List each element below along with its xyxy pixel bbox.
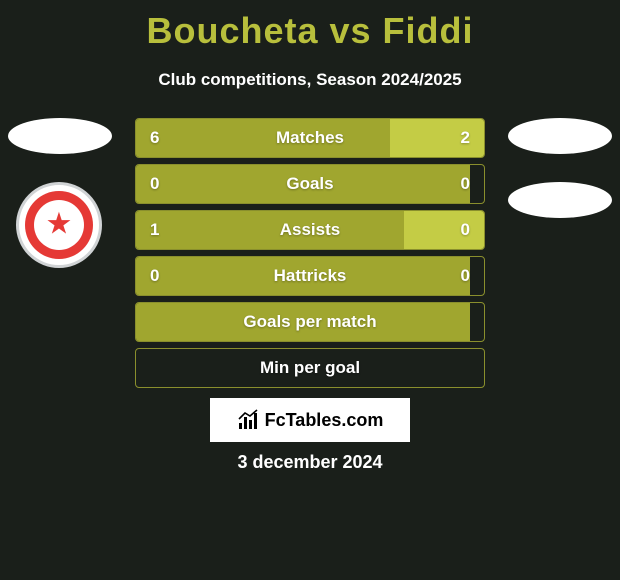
stat-label: Matches	[136, 119, 484, 157]
stat-value-right: 2	[461, 119, 470, 157]
stat-value-left: 1	[150, 211, 159, 249]
page-title: Boucheta vs Fiddi	[0, 0, 620, 52]
stat-bar: Min per goal	[135, 348, 485, 388]
club-logo-inner: ★	[25, 191, 93, 259]
club-logo-right	[508, 182, 612, 218]
stat-label: Hattricks	[136, 257, 484, 295]
stat-bar: Goals0 0	[135, 164, 485, 204]
stat-label: Goals per match	[136, 303, 484, 341]
player-portrait-left	[8, 118, 112, 154]
branding-text: FcTables.com	[265, 410, 384, 431]
star-icon: ★	[46, 209, 73, 239]
stat-value-left: 0	[150, 257, 159, 295]
stat-label: Assists	[136, 211, 484, 249]
right-column	[508, 118, 612, 246]
stat-label: Goals	[136, 165, 484, 203]
branding-badge: FcTables.com	[210, 398, 410, 442]
club-logo-left: ★	[16, 182, 102, 268]
left-column: ★	[8, 118, 112, 268]
stat-value-left: 6	[150, 119, 159, 157]
comparison-bars: Matches62Goals00Assists10Hattricks00Goal…	[135, 118, 485, 394]
stat-bar: Hattricks0 0	[135, 256, 485, 296]
date-text: 3 december 2024	[0, 452, 620, 473]
chart-icon	[237, 409, 261, 431]
stat-label: Min per goal	[136, 349, 484, 387]
stat-bar: Matches6 2	[135, 118, 485, 158]
stat-bar: Goals per match	[135, 302, 485, 342]
stat-value-right: 0	[461, 165, 470, 203]
stat-value-right: 0	[461, 257, 470, 295]
subtitle: Club competitions, Season 2024/2025	[0, 70, 620, 90]
stat-value-left: 0	[150, 165, 159, 203]
club-logo-center: ★	[34, 200, 84, 250]
stat-value-right: 0	[461, 211, 470, 249]
player-portrait-right	[508, 118, 612, 154]
stat-bar: Assists1 0	[135, 210, 485, 250]
